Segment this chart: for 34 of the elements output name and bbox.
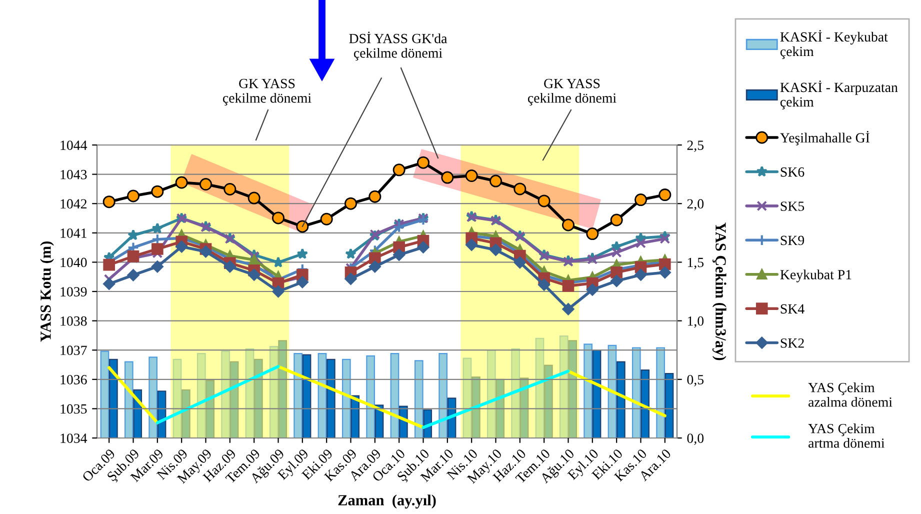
y-tick-label: 1040 (60, 258, 87, 268)
x-axis-title: Zaman (ay.yıl) (338, 494, 436, 508)
legend-label: SK6 (780, 167, 804, 177)
legend-label: SK4 (780, 304, 804, 314)
text: GK YASS çekilme dönemi (528, 78, 616, 106)
legend-label: SK9 (780, 236, 804, 246)
y-tick-label: 1037 (60, 346, 87, 356)
y2-tick-label: 0,5 (687, 374, 704, 386)
y2-tick-label: 2,0 (687, 199, 704, 211)
legend-label: KASKİ - Karpuzatan çekim (780, 80, 898, 110)
legend-label: SK5 (780, 202, 804, 211)
legend-label: Keykubat P1 (780, 270, 852, 282)
y2-tick-label: 0,0 (687, 434, 704, 445)
y2-axis-title: YAS Çekim (hm3/ay) (712, 222, 726, 360)
y2-tick-label: 1,0 (688, 316, 704, 328)
legend-label: YAS Çekim artma dönemi (808, 424, 885, 448)
y2-tick-label: 1,5 (688, 258, 704, 270)
legend-label: SK2 (780, 338, 804, 348)
y-tick-label: 1034 (60, 434, 88, 443)
legend-label: KASKİ - Keykubat çekim (780, 30, 888, 59)
y-tick-label: 1038 (60, 316, 87, 326)
y-tick-label: 1043 (60, 170, 87, 180)
legend-label: YAS Çekim azalma dönemi (808, 382, 892, 407)
y-tick-label: 1041 (60, 228, 86, 238)
y-tick-label: 1044 (60, 140, 88, 150)
y-tick-label: 1042 (60, 199, 87, 209)
legend-label: Yeşilmahalle Gİ (780, 130, 870, 146)
y-tick-label: 1035 (60, 404, 87, 414)
y2-tick-label: 2,5 (687, 140, 704, 152)
y-axis-title: YASS Kotu (m) (40, 242, 54, 342)
y-tick-label: 1039 (60, 287, 87, 296)
text: GK YASS çekilme dönemi (222, 78, 312, 106)
annotation: DSİ YASS GK'da çekilme dönemi (349, 32, 448, 61)
y-tick-label: 1036 (60, 374, 87, 384)
